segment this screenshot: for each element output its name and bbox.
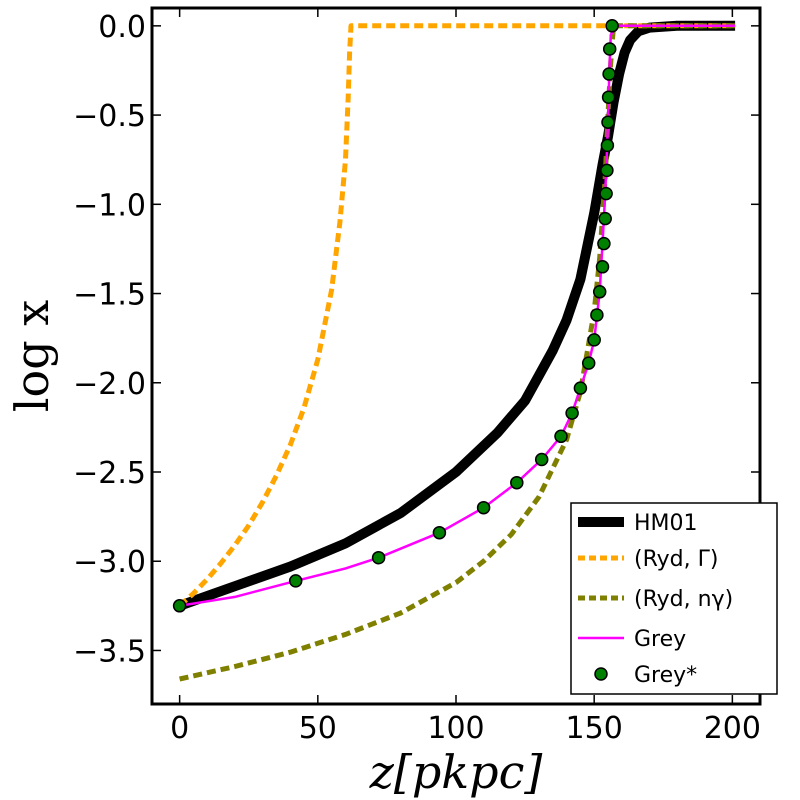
grey-star-marker	[371, 550, 386, 565]
series-line-ryd-gamma	[177, 23, 736, 608]
grey-star-marker	[600, 138, 615, 153]
y-axis-label: log x	[5, 300, 59, 412]
grey-star-marker	[573, 381, 588, 395]
grey-star-marker	[432, 525, 447, 540]
grey-star-marker	[602, 42, 617, 56]
grey-star-marker	[587, 333, 601, 347]
y-tick-label: −2.0	[73, 367, 146, 402]
x-tick-label: 50	[299, 711, 337, 746]
grey-star-marker	[590, 308, 604, 322]
x-tick-label: 100	[427, 711, 484, 746]
y-tick-label: −3.5	[73, 634, 146, 669]
legend-label-ryd-ngamma: (Ryd, nγ)	[634, 587, 733, 612]
marker-layer	[172, 19, 619, 613]
x-tick-label: 150	[566, 711, 623, 746]
grey-star-marker	[288, 574, 303, 588]
grey-star-marker	[601, 115, 615, 129]
legend-label-grey: Grey	[634, 627, 686, 652]
grey-star-marker	[595, 260, 610, 274]
grey-star-marker	[476, 500, 491, 515]
legend-label-grey-star: Grey*	[634, 663, 697, 688]
legend-label-ryd-gamma: (Ryd, Γ)	[634, 547, 718, 572]
grey-star-marker	[598, 211, 612, 226]
grey-star-marker	[599, 186, 613, 201]
grey-star-marker	[597, 236, 611, 251]
grey-star-marker	[602, 67, 616, 81]
legend-swatch-grey-star	[594, 667, 608, 681]
grey-star-marker	[172, 599, 187, 613]
legend-label-hm01: HM01	[634, 511, 698, 536]
grey-star-marker	[601, 90, 616, 104]
x-axis-label: z[pkpc]	[369, 745, 543, 799]
x-tick-label: 0	[170, 711, 189, 746]
series-line-hm01	[177, 20, 736, 611]
grey-star-marker	[554, 429, 568, 444]
y-tick-label: 0.0	[98, 10, 146, 45]
y-tick-label: −3.0	[73, 545, 146, 580]
grey-star-marker	[510, 475, 524, 490]
grey-star-marker	[600, 163, 614, 178]
y-tick-label: −0.5	[73, 99, 146, 134]
y-tick-label: −2.5	[73, 456, 146, 491]
legend: HM01 (Ryd, Γ) (Ryd, nγ) Grey Grey*	[570, 502, 778, 695]
tick-layer: 0 50 100 150 200 0.0 −0.5 −1.0 −1.5 −2.0 −2.5 −3.0 −…	[73, 8, 761, 746]
grey-star-marker	[565, 406, 579, 420]
y-tick-label: −1.0	[73, 188, 146, 223]
grey-star-marker	[534, 452, 549, 467]
grey-star-marker	[592, 285, 607, 299]
y-tick-label: −1.5	[73, 278, 146, 313]
grey-star-marker	[581, 356, 596, 370]
grey-star-marker	[605, 19, 619, 33]
x-tick-label: 200	[704, 711, 761, 746]
